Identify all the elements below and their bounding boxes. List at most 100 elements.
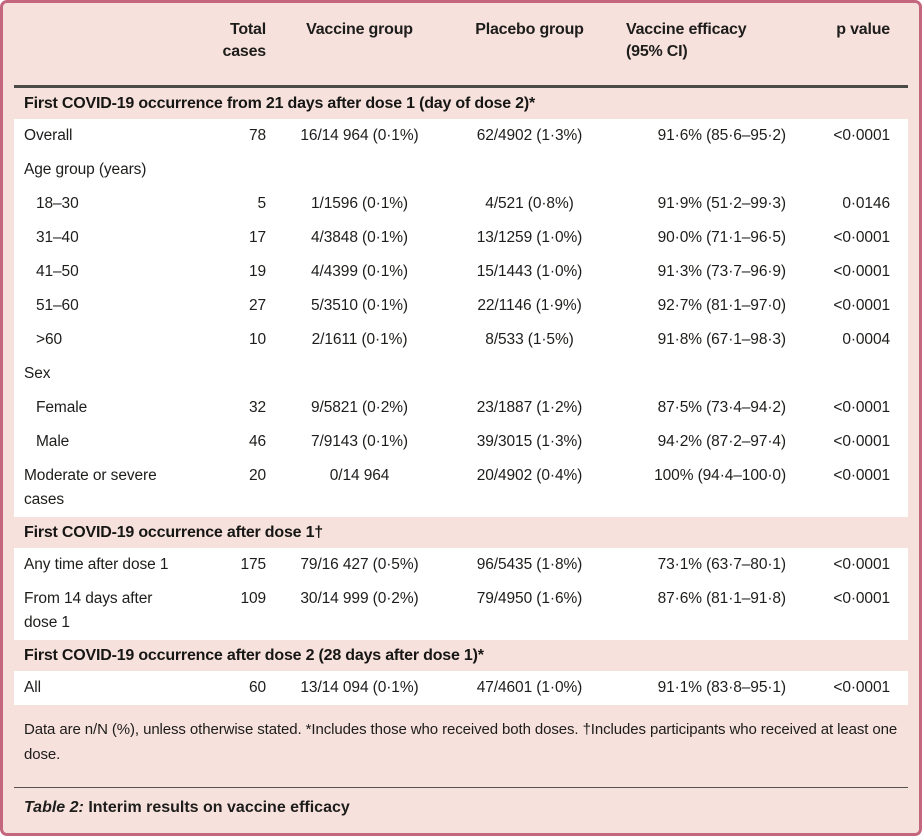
cell-vaccine-group: 30/14 999 (0·2%) [300, 589, 419, 607]
table-row: Overall 78 16/14 964 (0·1%) 62/4902 (1·3%) 9… [14, 119, 908, 153]
table-row: All 60 13/14 094 (0·1%) 47/4601 (1·0%) 91·1%… [14, 671, 908, 705]
cell-vaccine-group: 1/1596 (0·1%) [311, 194, 408, 212]
cell-vaccine-efficacy: 91·8% (67·1–98·3) [657, 330, 787, 348]
cell-placebo-group: 96/5435 (1·8%) [476, 555, 583, 573]
table-row: 41–50 19 4/4399 (0·1%) 15/1443 (1·0%) 91·3% … [14, 255, 908, 289]
cell-placebo-group: 62/4902 (1·3%) [476, 126, 583, 144]
row-label: 31–40 [36, 228, 79, 246]
cell-p-value: <0·0001 [833, 398, 890, 416]
cell-p-value: <0·0001 [833, 678, 890, 696]
cell-p-value: <0·0001 [833, 432, 890, 450]
cell-total-cases: 20 [248, 466, 266, 484]
section-header: First COVID-19 occurrence from 21 days a… [24, 94, 536, 112]
cell-placebo-group: 4/521 (0·8%) [485, 194, 574, 212]
cell-total-cases: 109 [240, 589, 266, 607]
row-label: Male [36, 432, 70, 450]
cell-vaccine-group: 16/14 964 (0·1%) [300, 126, 419, 144]
column-header-vaccine-group: Vaccine group [306, 21, 413, 38]
cell-placebo-group: 79/4950 (1·6%) [476, 589, 583, 607]
cell-total-cases: 175 [240, 555, 266, 573]
row-group: Overall 78 16/14 964 (0·1%) 62/4902 (1·3%) 9… [14, 118, 908, 517]
table-row: Male 46 7/9143 (0·1%) 39/3015 (1·3%) 94·2% (… [14, 425, 908, 459]
cell-total-cases: 19 [248, 262, 266, 280]
table-row: >60 10 2/1611 (0·1%) 8/533 (1·5%) 91·8% (67·… [14, 323, 908, 357]
row-label: 18–30 [36, 194, 79, 212]
cell-vaccine-efficacy: 73·1% (63·7–80·1) [657, 555, 787, 573]
row-label: From 14 days after dose 1 [24, 589, 153, 631]
cell-vaccine-efficacy: 91·3% (73·7–96·9) [657, 262, 787, 280]
header-rule [14, 85, 908, 88]
cell-vaccine-group: 5/3510 (0·1%) [311, 296, 408, 314]
cell-total-cases: 46 [248, 432, 266, 450]
cell-placebo-group: 15/1443 (1·0%) [476, 262, 583, 280]
row-group: All 60 13/14 094 (0·1%) 47/4601 (1·0%) 91·1%… [14, 670, 908, 705]
column-header-row: Total cases Vaccine group Placebo group … [14, 13, 908, 85]
cell-p-value: 0·0146 [842, 194, 890, 212]
table-row: 31–40 17 4/3848 (0·1%) 13/1259 (1·0%) 90·0% … [14, 221, 908, 255]
caption-label: Table 2: [24, 799, 84, 817]
row-group: Any time after dose 1 175 79/16 427 (0·5%)… [14, 547, 908, 640]
row-label: 51–60 [36, 296, 79, 314]
cell-total-cases: 32 [248, 398, 266, 416]
cell-vaccine-group: 7/9143 (0·1%) [311, 432, 408, 450]
row-label: Sex [24, 364, 51, 382]
cell-placebo-group: 20/4902 (0·4%) [476, 466, 583, 484]
cell-vaccine-efficacy: 91·9% (51·2–99·3) [657, 194, 787, 212]
cell-total-cases: 17 [248, 228, 266, 246]
table-body: First COVID-19 occurrence from 21 days a… [14, 88, 908, 705]
cell-vaccine-efficacy: 87·6% (81·1–91·8) [657, 589, 787, 607]
cell-vaccine-group: 4/3848 (0·1%) [311, 228, 408, 246]
table-row: 51–60 27 5/3510 (0·1%) 22/1146 (1·9%) 92·7% … [14, 289, 908, 323]
cell-vaccine-efficacy: 87·5% (73·4–94·2) [657, 398, 787, 416]
cell-p-value: <0·0001 [833, 262, 890, 280]
caption-rule [14, 786, 908, 789]
cell-vaccine-group: 79/16 427 (0·5%) [300, 555, 419, 573]
column-header-placebo-group: Placebo group [475, 21, 584, 38]
cell-p-value: <0·0001 [833, 126, 890, 144]
cell-total-cases: 60 [248, 678, 266, 696]
cell-p-value: <0·0001 [833, 555, 890, 573]
cell-p-value: <0·0001 [833, 589, 890, 607]
table-row: Moderate or severe cases 20 0/14 964 20/490… [14, 459, 908, 517]
row-label: >60 [36, 330, 62, 348]
cell-p-value: <0·0001 [833, 296, 890, 314]
cell-p-value: 0·0004 [842, 330, 890, 348]
cell-vaccine-group: 2/1611 (0·1%) [311, 330, 408, 348]
column-header-total-cases: Total cases [222, 21, 267, 60]
cell-placebo-group: 22/1146 (1·9%) [477, 296, 582, 314]
cell-p-value: <0·0001 [833, 228, 890, 246]
cell-vaccine-efficacy: 92·7% (81·1–97·0) [657, 296, 787, 314]
cell-vaccine-group: 9/5821 (0·2%) [311, 398, 408, 416]
section-header: First COVID-19 occurrence after dose 2 (… [24, 646, 484, 664]
table-footnote: Data are n/N (%), unless otherwise state… [24, 720, 898, 763]
cell-placebo-group: 47/4601 (1·0%) [476, 678, 583, 696]
row-label: Age group (years) [24, 160, 147, 178]
table-row: Any time after dose 1 175 79/16 427 (0·5%)… [14, 548, 908, 582]
table-row: Sex [14, 357, 908, 391]
row-label: All [24, 678, 41, 696]
cell-vaccine-efficacy: 100% (94·4–100·0) [654, 466, 786, 484]
cell-vaccine-group: 4/4399 (0·1%) [311, 262, 408, 280]
cell-vaccine-efficacy: 91·1% (83·8–95·1) [657, 678, 787, 696]
row-label: Any time after dose 1 [24, 555, 169, 573]
cell-total-cases: 27 [248, 296, 266, 314]
cell-vaccine-group: 13/14 094 (0·1%) [300, 678, 419, 696]
table-row: Age group (years) [14, 153, 908, 187]
cell-total-cases: 10 [248, 330, 266, 348]
cell-placebo-group: 39/3015 (1·3%) [476, 432, 583, 450]
cell-vaccine-group: 0/14 964 [329, 466, 390, 484]
cell-placebo-group: 8/533 (1·5%) [485, 330, 574, 348]
caption-text: Interim results on vaccine efficacy [83, 799, 350, 817]
row-label: 41–50 [36, 262, 79, 280]
cell-vaccine-efficacy: 90·0% (71·1–96·5) [657, 228, 787, 246]
section-header: First COVID-19 occurrence after dose 1† [24, 523, 323, 541]
table-row: 18–30 5 1/1596 (0·1%) 4/521 (0·8%) 91·9% (51… [14, 187, 908, 221]
cell-p-value: <0·0001 [833, 466, 890, 484]
cell-total-cases: 78 [248, 126, 266, 144]
row-label: Overall [24, 126, 73, 144]
column-header-p-value: p value [836, 21, 890, 38]
cell-vaccine-efficacy: 94·2% (87·2–97·4) [657, 432, 787, 450]
table-row: Female 32 9/5821 (0·2%) 23/1887 (1·2%) 87·5%… [14, 391, 908, 425]
cell-placebo-group: 23/1887 (1·2%) [476, 398, 583, 416]
